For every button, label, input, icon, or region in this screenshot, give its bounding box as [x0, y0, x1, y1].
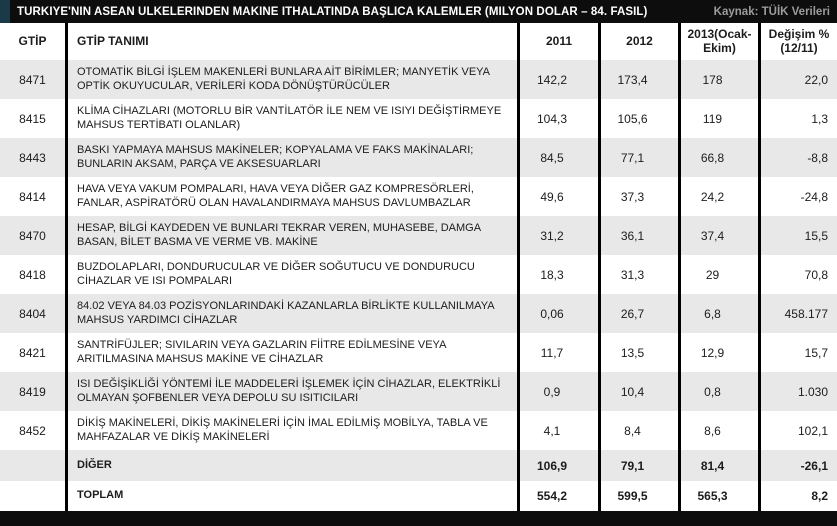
col-header-2012: 2012: [598, 23, 678, 60]
change-percent-cell: 102,1: [758, 411, 837, 450]
col-header-gtip: GTİP: [0, 23, 65, 60]
value-2011-cell: 0,9: [517, 372, 598, 411]
gtip-code-cell: [0, 481, 65, 511]
value-2013-cell: 66,8: [678, 138, 758, 177]
gtip-code-cell: 8419: [0, 372, 65, 411]
value-2013-cell: 565,3: [678, 481, 758, 511]
value-2013-cell: 12,9: [678, 333, 758, 372]
change-percent-cell: 1.030: [758, 372, 837, 411]
value-2011-cell: 142,2: [517, 60, 598, 99]
value-2011-cell: 4,1: [517, 411, 598, 450]
table-row: 8452 DİKİŞ MAKİNELERİ, DİKİŞ MAKİNELERİ İ…: [0, 411, 837, 450]
gtip-code-cell: 8421: [19, 345, 46, 360]
table-row: 8414 HAVA VEYA VAKUM POMPALARI, HAVA VEYA…: [0, 177, 837, 216]
col-header-2013: 2013(Ocak-Ekim): [678, 23, 758, 60]
table-row: 8471 OTOMATİK BİLGİ İŞLEM MAKENLERİ BUNLA…: [0, 60, 837, 99]
gtip-code-cell: 8414: [19, 189, 46, 204]
value-2013-cell: 119: [678, 99, 758, 138]
gtip-code-cell: 8415: [19, 111, 46, 126]
gtip-code-cell: 8404: [0, 294, 65, 333]
gtip-description-cell: KLİMA CİHAZLARI (MOTORLU BİR VANTİLATÖR …: [65, 99, 517, 138]
gtip-description-cell: ISI DEĞİŞİKLİĞİ YÖNTEMİ İLE MADDELERİ İŞ…: [65, 372, 517, 411]
change-percent-cell: -26,1: [758, 450, 837, 481]
value-2011-cell: 18,3: [517, 255, 598, 294]
value-2012-cell: 13,5: [598, 333, 678, 372]
value-2011-cell: 0,06: [517, 294, 598, 333]
value-2013-cell: 8,6: [678, 411, 758, 450]
value-2012-cell: 37,3: [598, 177, 678, 216]
change-percent-cell: 70,8: [758, 255, 837, 294]
gtip-code-cell: 8471: [0, 60, 65, 99]
bottom-bar: [0, 511, 837, 526]
gtip-description-cell: TOPLAM: [65, 481, 517, 511]
gtip-code-cell: 8443: [0, 138, 65, 177]
change-percent-cell: 22,0: [758, 60, 837, 99]
change-percent-cell: -24,8: [758, 177, 837, 216]
change-percent-cell: 8,2: [758, 481, 837, 511]
value-2012-cell: 26,7: [598, 294, 678, 333]
gtip-code-cell: 8452: [19, 423, 46, 438]
value-2011-cell: 106,9: [517, 450, 598, 481]
page-title: TÜRKİYE'NİN ASEAN ÜLKELERİNDEN MAKİNE İT…: [17, 5, 648, 18]
value-2011-cell: 104,3: [517, 99, 598, 138]
table-row: TOPLAM 554,2 599,5 565,3 8,2: [0, 481, 837, 511]
value-2013-cell: 81,4: [678, 450, 758, 481]
title-bar: TÜRKİYE'NİN ASEAN ÜLKELERİNDEN MAKİNE İT…: [0, 0, 837, 23]
value-2012-cell: 31,3: [598, 255, 678, 294]
col-header-2011: 2011: [517, 23, 598, 60]
table-row: 8443 BASKI YAPMAYA MAHSUS MAKİNELER; KOPY…: [0, 138, 837, 177]
gtip-description-cell: SANTRİFÜJLER; SIVILARIN VEYA GAZLARIN Fİ…: [65, 333, 517, 372]
gtip-code-cell: [0, 450, 65, 481]
table-row: 8470 HESAP, BİLGİ KAYDEDEN VE BUNLARI TEK…: [0, 216, 837, 255]
value-2011-cell: 49,6: [517, 177, 598, 216]
value-2012-cell: 105,6: [598, 99, 678, 138]
value-2012-cell: 8,4: [598, 411, 678, 450]
change-percent-cell: -8,8: [758, 138, 837, 177]
source-credit: Kaynak: TÜİK Verileri: [713, 5, 830, 18]
table-row: 8418 BUZDOLAPLARI, DONDURUCULAR VE DİĞER …: [0, 255, 837, 294]
gtip-code-cell: 8470: [0, 216, 65, 255]
value-2012-cell: 599,5: [598, 481, 678, 511]
table-row: 8421 SANTRİFÜJLER; SIVILARIN VEYA GAZLARI…: [0, 333, 837, 372]
value-2013-cell: 37,4: [678, 216, 758, 255]
gtip-description-cell: OTOMATİK BİLGİ İŞLEM MAKENLERİ BUNLARA A…: [65, 60, 517, 99]
value-2011-cell: 31,2: [517, 216, 598, 255]
change-percent-cell: 458.177: [758, 294, 837, 333]
value-2013-cell: 24,2: [678, 177, 758, 216]
change-percent-cell: 15,5: [758, 216, 837, 255]
change-percent-cell: 1,3: [758, 99, 837, 138]
value-2012-cell: 77,1: [598, 138, 678, 177]
col-header-tanim: GTİP TANIMI: [65, 23, 517, 60]
value-2011-cell: 84,5: [517, 138, 598, 177]
gtip-description-cell: 84.02 VEYA 84.03 POZİSYONLARINDAKİ KAZAN…: [65, 294, 517, 333]
imports-table: GTİP GTİP TANIMI 2011 2012 2013(Ocak-Eki…: [0, 23, 837, 511]
col-header-degisim: Değişim % (12/11): [758, 23, 837, 60]
value-2013-cell: 0,8: [678, 372, 758, 411]
value-2013-cell: 29: [678, 255, 758, 294]
gtip-description-cell: DİKİŞ MAKİNELERİ, DİKİŞ MAKİNELERİ İÇİN …: [65, 411, 517, 450]
table-row: 8404 84.02 VEYA 84.03 POZİSYONLARINDAKİ K…: [0, 294, 837, 333]
change-percent-cell: 15,7: [758, 333, 837, 372]
value-2011-cell: 11,7: [517, 333, 598, 372]
value-2012-cell: 10,4: [598, 372, 678, 411]
gtip-description-cell: HAVA VEYA VAKUM POMPALARI, HAVA VEYA DİĞ…: [65, 177, 517, 216]
table-row: DİĞER 106,9 79,1 81,4 -26,1: [0, 450, 837, 481]
value-2013-cell: 6,8: [678, 294, 758, 333]
value-2012-cell: 173,4: [598, 60, 678, 99]
value-2013-cell: 178: [678, 60, 758, 99]
title-accent-mark: [0, 0, 10, 23]
gtip-description-cell: HESAP, BİLGİ KAYDEDEN VE BUNLARI TEKRAR …: [65, 216, 517, 255]
table-row: 8415 KLİMA CİHAZLARI (MOTORLU BİR VANTİLA…: [0, 99, 837, 138]
table-header-row: GTİP GTİP TANIMI 2011 2012 2013(Ocak-Eki…: [0, 23, 837, 60]
gtip-description-cell: DİĞER: [65, 450, 517, 481]
table-row: 8419 ISI DEĞİŞİKLİĞİ YÖNTEMİ İLE MADDELER…: [0, 372, 837, 411]
value-2011-cell: 554,2: [517, 481, 598, 511]
value-2012-cell: 36,1: [598, 216, 678, 255]
gtip-description-cell: BASKI YAPMAYA MAHSUS MAKİNELER; KOPYALAM…: [65, 138, 517, 177]
value-2012-cell: 79,1: [598, 450, 678, 481]
gtip-description-cell: BUZDOLAPLARI, DONDURUCULAR VE DİĞER SOĞU…: [65, 255, 517, 294]
gtip-code-cell: 8418: [19, 267, 46, 282]
